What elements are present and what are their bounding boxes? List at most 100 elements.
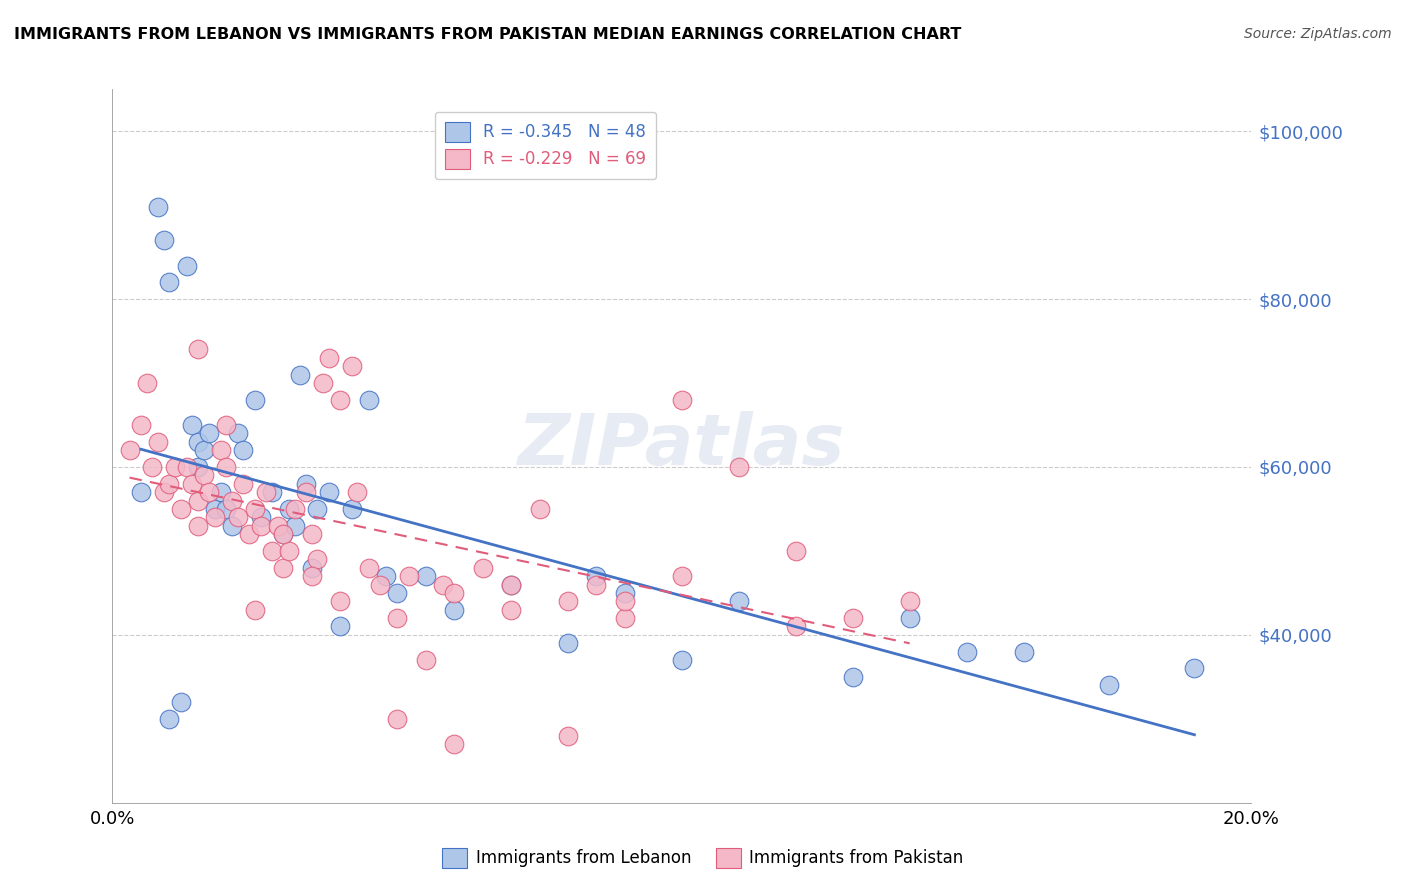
- Point: [443, 603, 465, 617]
- Point: [785, 544, 807, 558]
- Point: [215, 502, 238, 516]
- Point: [295, 485, 318, 500]
- Point: [284, 502, 307, 516]
- Point: [181, 476, 204, 491]
- Point: [728, 460, 751, 475]
- Point: [307, 552, 329, 566]
- Legend: Immigrants from Lebanon, Immigrants from Pakistan: Immigrants from Lebanon, Immigrants from…: [436, 841, 970, 875]
- Point: [146, 434, 169, 449]
- Point: [432, 577, 454, 591]
- Point: [841, 611, 863, 625]
- Point: [318, 351, 340, 365]
- Point: [301, 560, 323, 574]
- Point: [232, 476, 254, 491]
- Point: [193, 468, 215, 483]
- Point: [215, 460, 238, 475]
- Point: [501, 577, 523, 591]
- Point: [671, 653, 693, 667]
- Point: [209, 443, 232, 458]
- Point: [671, 569, 693, 583]
- Point: [557, 729, 579, 743]
- Point: [135, 376, 157, 390]
- Legend: R = -0.345   N = 48, R = -0.229   N = 69: R = -0.345 N = 48, R = -0.229 N = 69: [434, 112, 657, 179]
- Point: [956, 645, 979, 659]
- Point: [238, 527, 260, 541]
- Point: [187, 460, 209, 475]
- Point: [1012, 645, 1035, 659]
- Point: [159, 476, 180, 491]
- Point: [318, 485, 340, 500]
- Point: [278, 544, 301, 558]
- Point: [340, 359, 363, 374]
- Point: [118, 443, 141, 458]
- Point: [443, 737, 465, 751]
- Point: [1098, 678, 1121, 692]
- Point: [329, 619, 352, 633]
- Point: [301, 569, 323, 583]
- Point: [613, 586, 636, 600]
- Point: [671, 392, 693, 407]
- Point: [266, 518, 288, 533]
- Point: [357, 392, 380, 407]
- Point: [1184, 661, 1206, 675]
- Point: [307, 502, 329, 516]
- Point: [529, 502, 551, 516]
- Point: [368, 577, 391, 591]
- Point: [243, 603, 266, 617]
- Point: [141, 460, 163, 475]
- Text: ZIPatlas: ZIPatlas: [519, 411, 845, 481]
- Point: [329, 594, 352, 608]
- Point: [226, 426, 249, 441]
- Point: [501, 603, 523, 617]
- Point: [415, 569, 437, 583]
- Point: [176, 259, 198, 273]
- Point: [187, 434, 209, 449]
- Point: [301, 527, 323, 541]
- Point: [187, 518, 209, 533]
- Point: [357, 560, 380, 574]
- Point: [204, 510, 226, 524]
- Point: [170, 695, 193, 709]
- Point: [260, 544, 283, 558]
- Point: [557, 594, 579, 608]
- Point: [346, 485, 368, 500]
- Point: [159, 712, 180, 726]
- Point: [271, 527, 295, 541]
- Point: [152, 233, 174, 247]
- Point: [243, 502, 266, 516]
- Point: [170, 502, 193, 516]
- Point: [271, 527, 295, 541]
- Point: [295, 476, 318, 491]
- Point: [471, 560, 494, 574]
- Point: [198, 485, 221, 500]
- Point: [385, 586, 409, 600]
- Point: [249, 518, 271, 533]
- Point: [613, 594, 636, 608]
- Point: [585, 569, 607, 583]
- Point: [284, 518, 307, 533]
- Point: [260, 485, 283, 500]
- Point: [585, 577, 607, 591]
- Text: Source: ZipAtlas.com: Source: ZipAtlas.com: [1244, 27, 1392, 41]
- Point: [221, 493, 243, 508]
- Point: [198, 426, 221, 441]
- Point: [898, 594, 921, 608]
- Point: [728, 594, 751, 608]
- Point: [187, 493, 209, 508]
- Point: [176, 460, 198, 475]
- Point: [785, 619, 807, 633]
- Point: [271, 560, 295, 574]
- Point: [226, 510, 249, 524]
- Point: [841, 670, 863, 684]
- Point: [146, 200, 169, 214]
- Point: [204, 502, 226, 516]
- Point: [129, 417, 152, 432]
- Point: [232, 443, 254, 458]
- Point: [557, 636, 579, 650]
- Point: [290, 368, 312, 382]
- Point: [209, 485, 232, 500]
- Point: [165, 460, 187, 475]
- Point: [898, 611, 921, 625]
- Point: [181, 417, 204, 432]
- Point: [443, 586, 465, 600]
